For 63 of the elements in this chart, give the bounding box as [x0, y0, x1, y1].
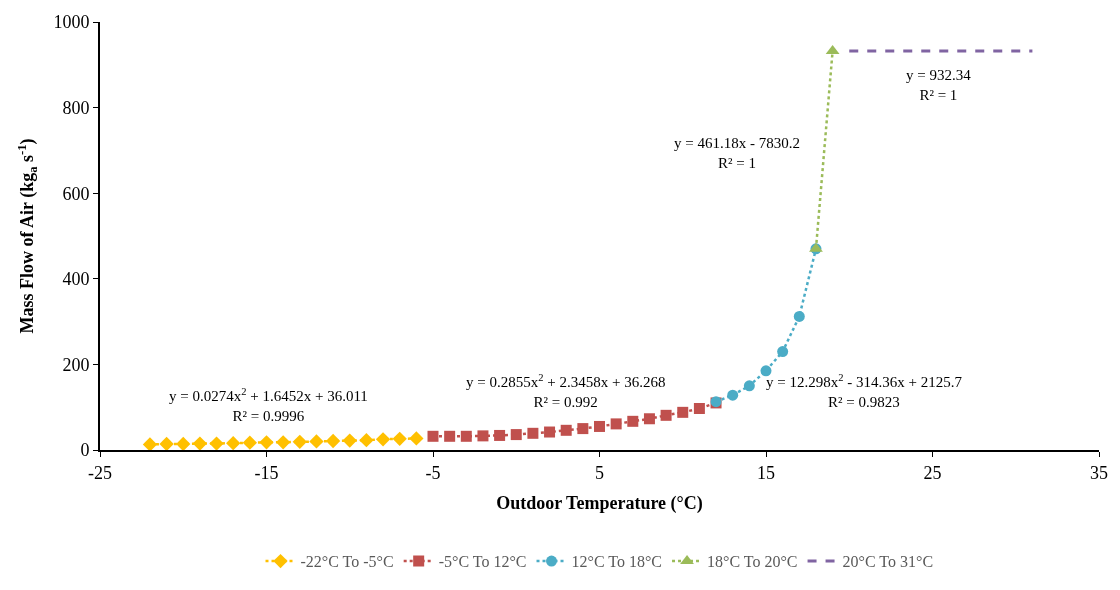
legend-label: 12°C To 18°C: [571, 553, 663, 571]
x-tick-label: -15: [254, 462, 279, 483]
y-tick-label: 200: [62, 354, 90, 375]
point: [743, 380, 755, 392]
point: [209, 436, 224, 450]
point: [577, 423, 589, 435]
annotation: y = 932.34 R² = 1: [906, 67, 972, 103]
point: [427, 430, 439, 442]
point: [176, 436, 191, 450]
x-axis-title: Outdoor Temperature (°C): [496, 493, 703, 515]
x-tick-label: -5: [425, 462, 441, 483]
point: [359, 433, 374, 448]
point: [760, 365, 772, 377]
x-tick-label: 5: [595, 462, 604, 483]
point: [192, 436, 208, 450]
point: [292, 434, 307, 450]
point: [560, 424, 572, 436]
point: [727, 389, 739, 401]
point: [643, 413, 655, 425]
point: [660, 409, 672, 421]
point: [627, 415, 639, 427]
point: [325, 433, 341, 449]
legend-label: 18°C To 20°C: [707, 553, 798, 571]
y-tick-label: 400: [62, 269, 90, 290]
legend-label: 20°C To 31°C: [842, 553, 934, 571]
point: [259, 435, 274, 450]
point: [342, 433, 357, 448]
y-tick-label: 800: [62, 97, 90, 118]
point: [276, 435, 291, 450]
point: [444, 430, 456, 442]
annotation: y = 0.0274x$^{2}$ + 1.6452x + 36.011 R² = 0.9996: [169, 386, 368, 424]
point: [142, 437, 158, 450]
point: [409, 431, 424, 446]
y-tick-label: 600: [62, 183, 90, 204]
point: [494, 429, 506, 441]
annotation: y = 0.2855x$^{2}$ + 2.3458x + 36.268 R² = 0.992: [466, 372, 666, 410]
point: [677, 406, 689, 418]
point: [477, 430, 489, 442]
point: [392, 431, 407, 447]
point: [375, 432, 391, 447]
point: [226, 436, 241, 450]
point: [309, 434, 324, 449]
point: [693, 402, 705, 414]
point: [527, 427, 539, 439]
point: [159, 436, 174, 450]
x-tick-label: 35: [1090, 462, 1108, 483]
point: [793, 310, 805, 322]
point: [510, 429, 522, 441]
annotation: y = 12.298x$^{2}$ - 314.36x + 2125.7 R² = 0.9823: [766, 372, 963, 410]
y-tick-label: 0: [80, 440, 90, 461]
legend-label: -22°C To -5°C: [300, 553, 394, 571]
legend-label: -5°C To 12°C: [438, 553, 527, 571]
point: [594, 420, 605, 432]
point: [460, 430, 472, 442]
x-tick-label: 15: [757, 462, 775, 483]
x-tick-label: 25: [923, 462, 942, 483]
point: [777, 346, 789, 358]
point: [242, 435, 257, 450]
y-tick-label: 1000: [53, 12, 90, 33]
x-tick-label: -25: [88, 462, 112, 483]
point: [544, 426, 556, 438]
annotation: y = 461.18x - 7830.2 R² = 1: [674, 135, 800, 171]
point: [610, 418, 622, 430]
